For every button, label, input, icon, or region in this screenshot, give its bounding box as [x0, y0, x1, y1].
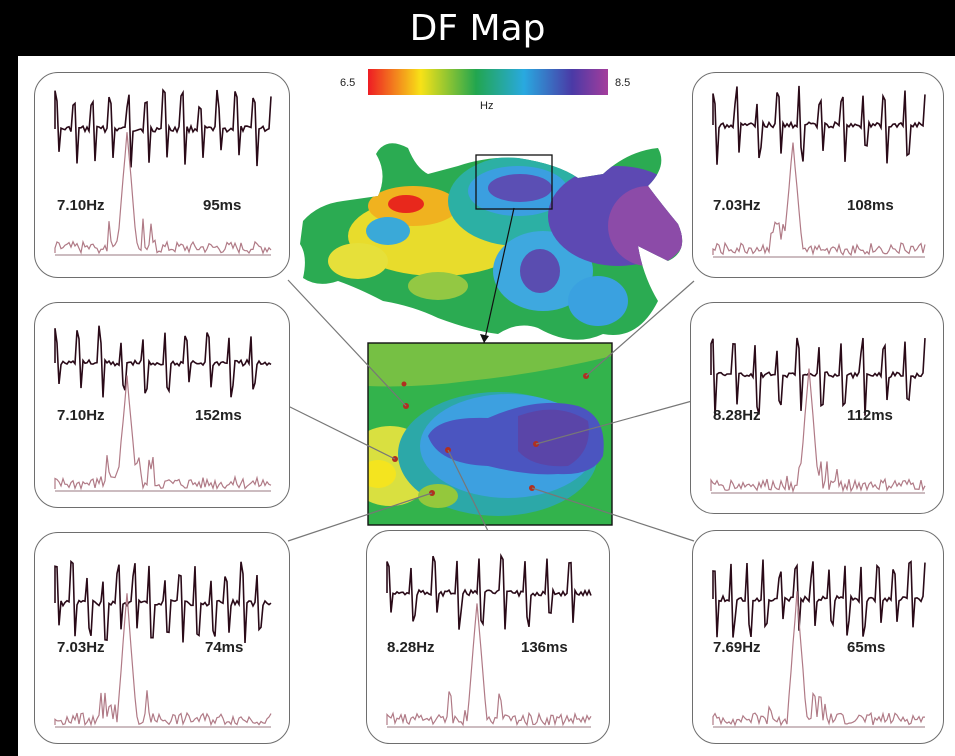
electrogram-trace	[54, 559, 272, 644]
electrogram-traces	[710, 337, 926, 494]
df-map-figure	[287, 69, 695, 542]
electrogram-traces	[54, 325, 272, 492]
electrogram-trace	[386, 552, 592, 630]
colorbar-min-label: 6.5	[340, 77, 356, 89]
electrogram-trace	[712, 85, 926, 165]
electrogram-trace	[712, 559, 926, 638]
dominant-frequency-label: 7.03Hz	[57, 639, 105, 656]
cycle-length-label: 152ms	[195, 407, 242, 424]
electrogram-trace	[710, 337, 926, 416]
electrogram-traces	[712, 85, 926, 258]
colorbar-max-label: 8.5	[615, 77, 631, 89]
colorbar-unit-label: Hz	[480, 100, 494, 112]
page-title: DF Map	[409, 8, 546, 49]
frequency-spectrum-trace	[712, 591, 925, 727]
cycle-length-label: 65ms	[847, 639, 886, 656]
electrogram-trace	[54, 325, 272, 398]
frequency-spectrum-trace	[54, 375, 272, 491]
dominant-frequency-label: 7.10Hz	[57, 407, 105, 424]
connector-lines	[287, 279, 695, 542]
electrogram-trace	[54, 88, 272, 168]
dominant-frequency-label: 7.10Hz	[57, 197, 105, 214]
electrogram-card-bottom-right: 7.69Hz 65ms	[692, 530, 944, 744]
electrogram-traces	[54, 559, 272, 728]
cycle-length-label: 95ms	[203, 197, 242, 214]
cycle-length-label: 108ms	[847, 197, 894, 214]
frequency-spectrum-trace	[54, 132, 272, 255]
frequency-spectrum-trace	[710, 368, 926, 494]
dominant-frequency-label: 8.28Hz	[387, 639, 435, 656]
frequency-spectrum-trace	[712, 142, 926, 257]
electrogram-card-bottom-center: 8.28Hz 136ms	[366, 530, 610, 744]
electrogram-card-bottom-left: 7.03Hz 74ms	[34, 532, 290, 744]
dominant-frequency-label: 7.69Hz	[713, 639, 761, 656]
electrogram-traces	[54, 88, 272, 256]
atrium-surface	[300, 143, 683, 340]
electrogram-card-top-right: 7.03Hz 108ms	[692, 72, 944, 278]
cycle-length-label: 74ms	[205, 639, 244, 656]
electrogram-card-top-left: 7.10Hz 95ms	[34, 72, 290, 278]
electrogram-traces	[712, 559, 926, 728]
electrogram-card-mid-left: 7.10Hz 152ms	[34, 302, 290, 508]
dominant-frequency-label: 8.28Hz	[713, 407, 761, 424]
cycle-length-label: 112ms	[847, 407, 893, 424]
electrogram-card-mid-right: 8.28Hz 112ms	[690, 302, 944, 514]
colorbar	[368, 69, 608, 95]
figure-panel: 6.5 8.5 Hz 7.10Hz 95ms 7.10Hz 152ms 7.03…	[18, 56, 955, 756]
dominant-frequency-label: 7.03Hz	[713, 197, 761, 214]
electrogram-traces	[386, 552, 592, 728]
zoomed-map-frame	[367, 342, 613, 526]
frequency-spectrum-trace	[386, 603, 592, 727]
cycle-length-label: 136ms	[521, 639, 568, 656]
frequency-spectrum-trace	[54, 593, 272, 727]
